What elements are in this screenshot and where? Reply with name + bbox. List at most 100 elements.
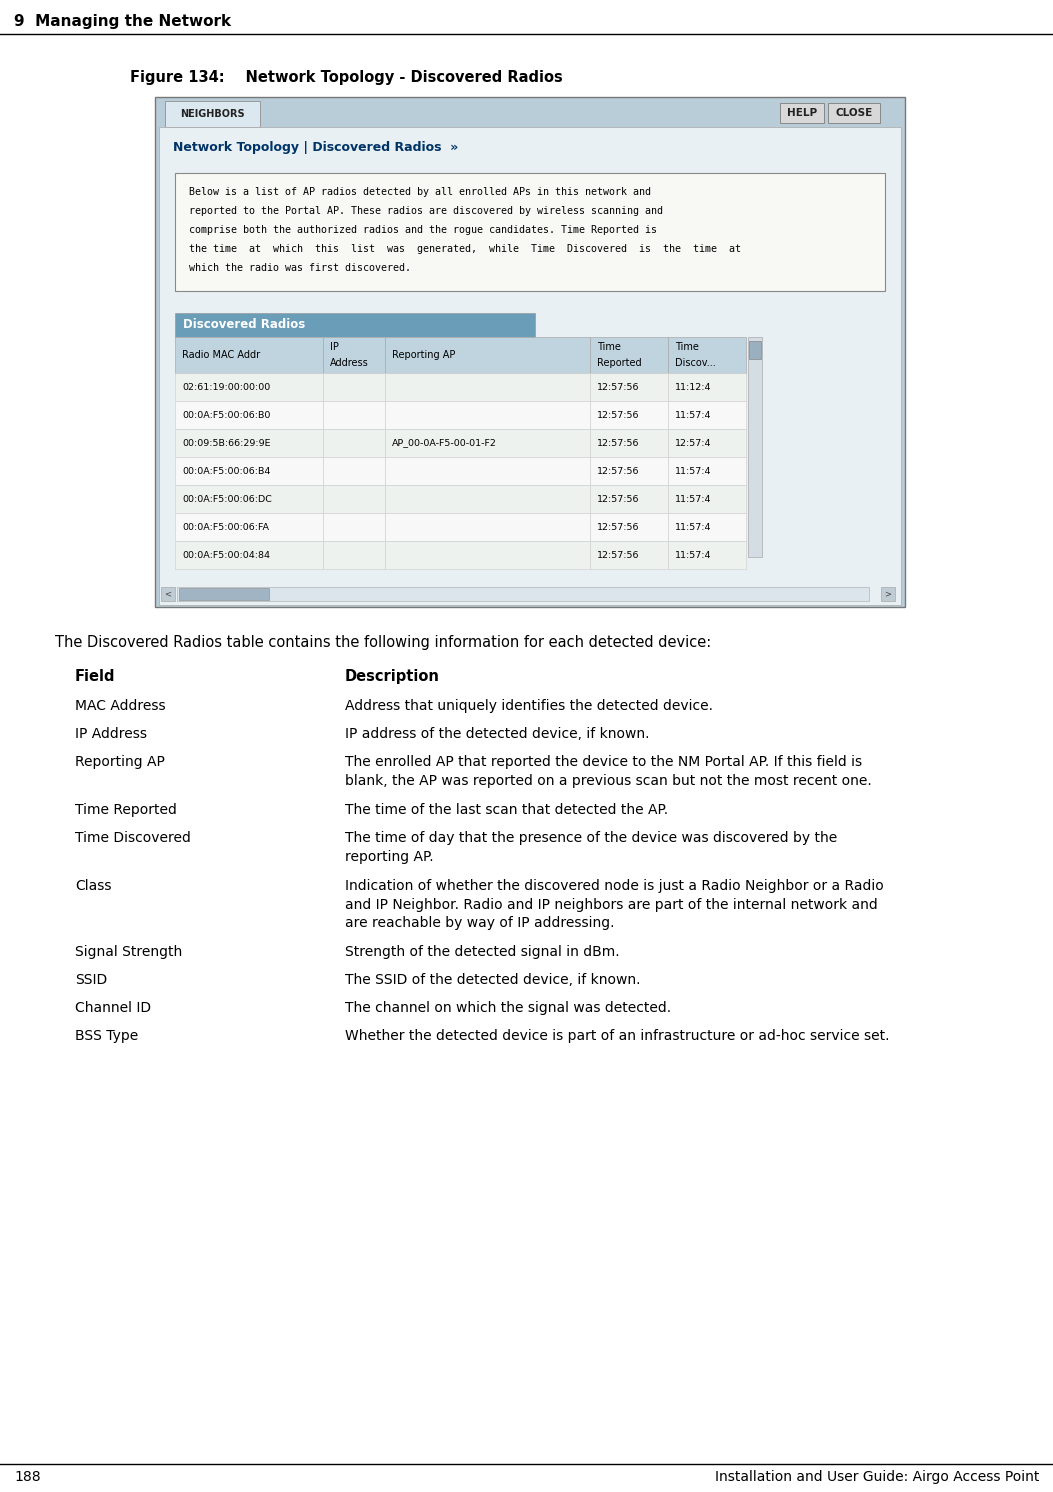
- Bar: [159, 127, 901, 604]
- Text: 188: 188: [14, 1470, 41, 1485]
- Bar: [175, 337, 323, 373]
- Text: Network Topology - Discovered Radios: Network Topology - Discovered Radios: [225, 70, 562, 85]
- Text: 11:57:4: 11:57:4: [675, 467, 712, 476]
- Text: 00:0A:F5:00:04:84: 00:0A:F5:00:04:84: [182, 551, 270, 560]
- Text: Indication of whether the discovered node is just a Radio Neighbor or a Radio: Indication of whether the discovered nod…: [345, 879, 883, 894]
- Bar: [323, 457, 385, 485]
- Bar: [323, 430, 385, 457]
- Text: Reporting AP: Reporting AP: [75, 755, 165, 768]
- Text: The time of the last scan that detected the AP.: The time of the last scan that detected …: [345, 803, 668, 818]
- Text: Figure 134:: Figure 134:: [130, 70, 224, 85]
- Text: 12:57:4: 12:57:4: [675, 439, 712, 448]
- Bar: [323, 337, 385, 373]
- Text: 12:57:56: 12:57:56: [597, 410, 639, 419]
- Text: Class: Class: [75, 879, 112, 894]
- Text: 11:57:4: 11:57:4: [675, 551, 712, 560]
- Bar: [828, 103, 880, 122]
- Bar: [323, 485, 385, 513]
- Text: Network Topology | Discovered Radios  »: Network Topology | Discovered Radios »: [173, 142, 458, 154]
- Bar: [668, 457, 746, 485]
- Text: 00:0A:F5:00:06:B4: 00:0A:F5:00:06:B4: [182, 467, 271, 476]
- Bar: [161, 586, 175, 601]
- Text: 00:0A:F5:00:06:FA: 00:0A:F5:00:06:FA: [182, 522, 269, 531]
- Text: The SSID of the detected device, if known.: The SSID of the detected device, if know…: [345, 973, 640, 988]
- Bar: [175, 513, 323, 542]
- Bar: [175, 313, 535, 337]
- Bar: [590, 430, 668, 457]
- Bar: [323, 373, 385, 401]
- Text: are reachable by way of IP addressing.: are reachable by way of IP addressing.: [345, 916, 615, 930]
- Text: SSID: SSID: [75, 973, 107, 988]
- Bar: [590, 373, 668, 401]
- Bar: [668, 485, 746, 513]
- Text: Time Discovered: Time Discovered: [75, 831, 191, 844]
- Text: 00:0A:F5:00:06:B0: 00:0A:F5:00:06:B0: [182, 410, 271, 419]
- Bar: [590, 513, 668, 542]
- Bar: [748, 337, 762, 557]
- Text: 11:57:4: 11:57:4: [675, 494, 712, 503]
- Text: Time Reported: Time Reported: [75, 803, 177, 818]
- Text: Reported: Reported: [597, 358, 641, 369]
- Text: Strength of the detected signal in dBm.: Strength of the detected signal in dBm.: [345, 944, 619, 959]
- Text: Address: Address: [330, 358, 369, 369]
- Text: 02:61:19:00:00:00: 02:61:19:00:00:00: [182, 382, 271, 391]
- Text: 9  Managing the Network: 9 Managing the Network: [14, 13, 231, 28]
- Text: NEIGHBORS: NEIGHBORS: [180, 109, 244, 119]
- Text: Channel ID: Channel ID: [75, 1001, 152, 1015]
- Bar: [175, 485, 323, 513]
- Text: AP_00-0A-F5-00-01-F2: AP_00-0A-F5-00-01-F2: [392, 439, 497, 448]
- Bar: [323, 513, 385, 542]
- Text: 12:57:56: 12:57:56: [597, 382, 639, 391]
- Bar: [668, 542, 746, 568]
- Text: CLOSE: CLOSE: [835, 107, 873, 118]
- Text: which the radio was first discovered.: which the radio was first discovered.: [188, 263, 411, 273]
- Bar: [590, 485, 668, 513]
- Text: IP: IP: [330, 342, 339, 352]
- Text: Discov...: Discov...: [675, 358, 716, 369]
- Bar: [590, 401, 668, 430]
- Text: Radio MAC Addr: Radio MAC Addr: [182, 351, 260, 360]
- Bar: [385, 485, 590, 513]
- Bar: [668, 430, 746, 457]
- Text: 12:57:56: 12:57:56: [597, 467, 639, 476]
- Text: 00:09:5B:66:29:9E: 00:09:5B:66:29:9E: [182, 439, 271, 448]
- Text: 12:57:56: 12:57:56: [597, 494, 639, 503]
- Text: Time: Time: [675, 342, 699, 352]
- Bar: [385, 457, 590, 485]
- Bar: [175, 173, 885, 291]
- Bar: [323, 542, 385, 568]
- Bar: [179, 588, 269, 600]
- Bar: [385, 542, 590, 568]
- Text: reported to the Portal AP. These radios are discovered by wireless scanning and: reported to the Portal AP. These radios …: [188, 206, 663, 216]
- Bar: [590, 337, 668, 373]
- Text: 00:0A:F5:00:06:DC: 00:0A:F5:00:06:DC: [182, 494, 272, 503]
- Bar: [323, 401, 385, 430]
- Text: and IP Neighbor. Radio and IP neighbors are part of the internal network and: and IP Neighbor. Radio and IP neighbors …: [345, 898, 878, 912]
- Bar: [385, 513, 590, 542]
- Text: The enrolled AP that reported the device to the NM Portal AP. If this field is: The enrolled AP that reported the device…: [345, 755, 862, 768]
- Text: BSS Type: BSS Type: [75, 1029, 138, 1043]
- Bar: [780, 103, 824, 122]
- Bar: [668, 373, 746, 401]
- Text: reporting AP.: reporting AP.: [345, 849, 434, 864]
- Bar: [385, 430, 590, 457]
- Text: Description: Description: [345, 668, 440, 683]
- Bar: [175, 542, 323, 568]
- Text: blank, the AP was reported on a previous scan but not the most recent one.: blank, the AP was reported on a previous…: [345, 773, 872, 788]
- Text: The time of day that the presence of the device was discovered by the: The time of day that the presence of the…: [345, 831, 837, 844]
- Text: 11:57:4: 11:57:4: [675, 410, 712, 419]
- Text: Field: Field: [75, 668, 116, 683]
- Bar: [175, 401, 323, 430]
- Text: >: >: [885, 589, 892, 598]
- Text: Time: Time: [597, 342, 621, 352]
- Bar: [175, 430, 323, 457]
- Text: MAC Address: MAC Address: [75, 698, 165, 713]
- Text: HELP: HELP: [787, 107, 817, 118]
- Bar: [385, 337, 590, 373]
- Text: Signal Strength: Signal Strength: [75, 944, 182, 959]
- Text: the time  at  which  this  list  was  generated,  while  Time  Discovered  is  t: the time at which this list was generate…: [188, 245, 741, 254]
- Text: comprise both the authorized radios and the rogue candidates. Time Reported is: comprise both the authorized radios and …: [188, 225, 657, 236]
- Text: IP address of the detected device, if known.: IP address of the detected device, if kn…: [345, 727, 650, 742]
- Text: Installation and User Guide: Airgo Access Point: Installation and User Guide: Airgo Acces…: [715, 1470, 1039, 1485]
- Text: The Discovered Radios table contains the following information for each detected: The Discovered Radios table contains the…: [55, 636, 711, 651]
